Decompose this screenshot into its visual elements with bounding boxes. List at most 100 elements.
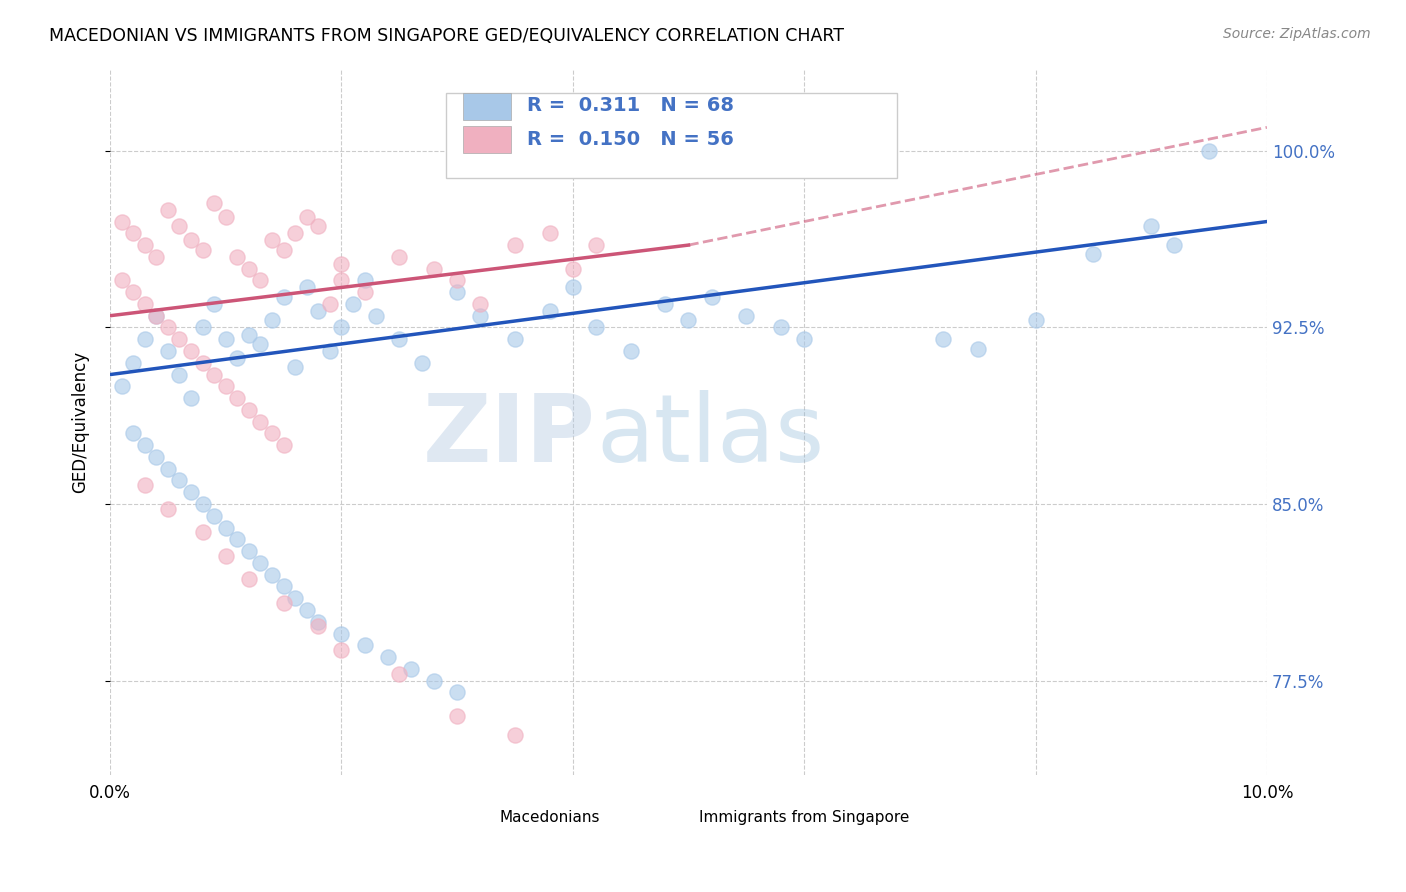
Point: [353, 638, 375, 652]
Point: [446, 709, 468, 723]
Y-axis label: GED/Equivalency: GED/Equivalency: [72, 351, 89, 492]
Point: [238, 327, 260, 342]
Point: [226, 351, 249, 365]
Point: [215, 332, 238, 346]
Point: [585, 320, 607, 334]
Text: R =  0.150   N = 56: R = 0.150 N = 56: [526, 129, 734, 149]
Point: [330, 273, 353, 287]
Point: [249, 273, 271, 287]
Point: [238, 261, 260, 276]
Point: [295, 603, 318, 617]
Point: [585, 238, 607, 252]
Point: [122, 285, 145, 300]
Point: [215, 210, 238, 224]
Point: [215, 520, 238, 534]
Point: [1198, 144, 1220, 158]
Point: [122, 426, 145, 441]
Point: [793, 332, 815, 346]
Point: [169, 219, 191, 234]
Point: [145, 450, 167, 464]
Point: [654, 297, 676, 311]
Point: [319, 297, 342, 311]
Point: [202, 297, 225, 311]
Point: [191, 497, 214, 511]
Point: [446, 685, 468, 699]
Text: R =  0.311   N = 68: R = 0.311 N = 68: [526, 96, 734, 115]
Point: [145, 250, 167, 264]
Point: [1083, 247, 1105, 261]
Point: [169, 332, 191, 346]
Point: [423, 673, 446, 688]
Point: [226, 250, 249, 264]
Point: [377, 650, 399, 665]
Point: [700, 290, 723, 304]
Point: [134, 238, 156, 252]
Point: [470, 297, 492, 311]
Point: [260, 233, 283, 247]
Point: [503, 728, 526, 742]
Point: [260, 313, 283, 327]
Point: [503, 332, 526, 346]
Point: [342, 297, 364, 311]
Point: [284, 591, 307, 606]
Point: [446, 273, 468, 287]
FancyBboxPatch shape: [463, 94, 512, 120]
Point: [215, 549, 238, 563]
Point: [966, 342, 988, 356]
FancyBboxPatch shape: [463, 127, 512, 153]
Point: [307, 219, 329, 234]
Point: [226, 533, 249, 547]
Point: [202, 195, 225, 210]
Point: [180, 233, 202, 247]
Point: [330, 626, 353, 640]
Point: [307, 619, 329, 633]
Point: [134, 297, 156, 311]
Point: [295, 210, 318, 224]
Point: [156, 344, 179, 359]
Point: [111, 379, 134, 393]
Point: [769, 320, 792, 334]
Point: [353, 285, 375, 300]
Point: [932, 332, 955, 346]
Point: [169, 368, 191, 382]
Point: [145, 309, 167, 323]
FancyBboxPatch shape: [509, 810, 544, 828]
Point: [260, 567, 283, 582]
Point: [249, 556, 271, 570]
Point: [284, 360, 307, 375]
Point: [238, 573, 260, 587]
Point: [260, 426, 283, 441]
Point: [388, 666, 411, 681]
Point: [561, 280, 583, 294]
Point: [191, 320, 214, 334]
FancyBboxPatch shape: [763, 810, 799, 828]
Point: [284, 227, 307, 241]
Point: [353, 273, 375, 287]
Point: [470, 309, 492, 323]
Point: [330, 643, 353, 657]
Point: [411, 356, 433, 370]
Point: [1140, 219, 1163, 234]
Text: MACEDONIAN VS IMMIGRANTS FROM SINGAPORE GED/EQUIVALENCY CORRELATION CHART: MACEDONIAN VS IMMIGRANTS FROM SINGAPORE …: [49, 27, 844, 45]
Point: [238, 402, 260, 417]
Point: [388, 332, 411, 346]
Point: [169, 474, 191, 488]
Point: [145, 309, 167, 323]
Point: [678, 313, 700, 327]
Point: [330, 320, 353, 334]
Point: [273, 579, 295, 593]
Point: [134, 478, 156, 492]
Text: Source: ZipAtlas.com: Source: ZipAtlas.com: [1223, 27, 1371, 41]
Point: [273, 596, 295, 610]
Point: [307, 615, 329, 629]
Point: [202, 368, 225, 382]
Text: atlas: atlas: [596, 390, 824, 482]
Point: [191, 525, 214, 540]
Point: [249, 415, 271, 429]
Point: [503, 238, 526, 252]
Point: [620, 344, 643, 359]
Point: [446, 285, 468, 300]
Point: [561, 261, 583, 276]
Point: [366, 309, 388, 323]
Point: [238, 544, 260, 558]
